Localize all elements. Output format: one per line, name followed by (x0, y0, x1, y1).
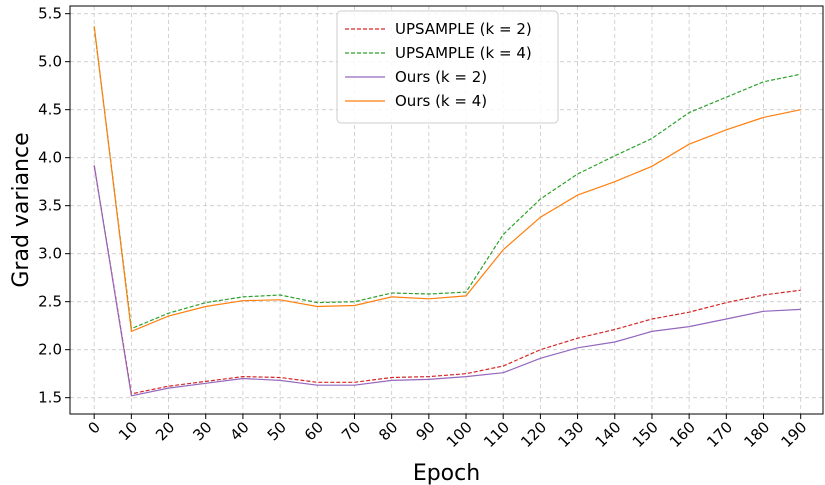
x-tick-label: 100 (443, 418, 476, 451)
x-tick-label: 150 (629, 418, 662, 451)
y-tick-label: 4.5 (38, 101, 62, 119)
x-tick-label: 160 (666, 418, 699, 451)
series-line-4 (93, 26, 801, 333)
legend-label-1: UPSAMPLE (k = 2) (395, 20, 532, 38)
x-tick-label: 80 (375, 418, 401, 444)
legend-label-2: UPSAMPLE (k = 4) (395, 44, 532, 62)
x-tick-label: 70 (338, 418, 364, 444)
x-tick-label: 180 (740, 418, 773, 451)
x-tick-label: 0 (85, 418, 104, 437)
x-axis-title: Epoch (413, 461, 480, 485)
y-tick-label: 3.5 (38, 197, 62, 215)
y-axis-title: Grad variance (9, 132, 34, 287)
y-tick-label: 4.0 (38, 149, 62, 167)
y-axis: 1.5 2.0 2.5 3.0 3.5 4.0 4.5 5.0 5.5 (38, 5, 70, 407)
y-tick-label: 2.0 (38, 341, 62, 359)
legend: UPSAMPLE (k = 2) UPSAMPLE (k = 4) Ours (k … (336, 10, 559, 124)
x-tick-label: 30 (189, 418, 215, 444)
series-line-3 (93, 165, 801, 397)
x-tick-label: 140 (592, 418, 625, 451)
x-tick-label: 190 (778, 418, 811, 451)
y-tick-label: 5.5 (38, 5, 62, 23)
legend-box (336, 10, 559, 124)
legend-label-4: Ours (k = 4) (395, 92, 487, 110)
x-tick-label: 170 (703, 418, 736, 451)
x-tick-label: 120 (517, 418, 550, 451)
series-group (93, 26, 801, 397)
grid (70, 6, 823, 414)
x-tick-label: 110 (480, 418, 513, 451)
series-line-1 (93, 165, 801, 395)
series-line-2 (93, 27, 801, 330)
plot-frame (69, 5, 824, 415)
x-tick-label: 10 (115, 418, 141, 444)
y-tick-label: 2.5 (38, 293, 62, 311)
x-tick-label: 130 (554, 418, 587, 451)
y-tick-label: 3.0 (38, 245, 62, 263)
x-tick-label: 60 (301, 418, 327, 444)
legend-label-3: Ours (k = 2) (395, 68, 487, 86)
x-tick-label: 50 (264, 418, 290, 444)
y-tick-label: 1.5 (38, 389, 62, 407)
x-tick-label: 40 (227, 418, 253, 444)
x-axis: 0 10 20 30 40 50 60 70 80 90 100 110 120 130 140 150 160… (85, 414, 811, 451)
x-tick-label: 20 (152, 418, 178, 444)
y-tick-label: 5.0 (38, 53, 62, 71)
x-tick-label: 90 (412, 418, 438, 444)
